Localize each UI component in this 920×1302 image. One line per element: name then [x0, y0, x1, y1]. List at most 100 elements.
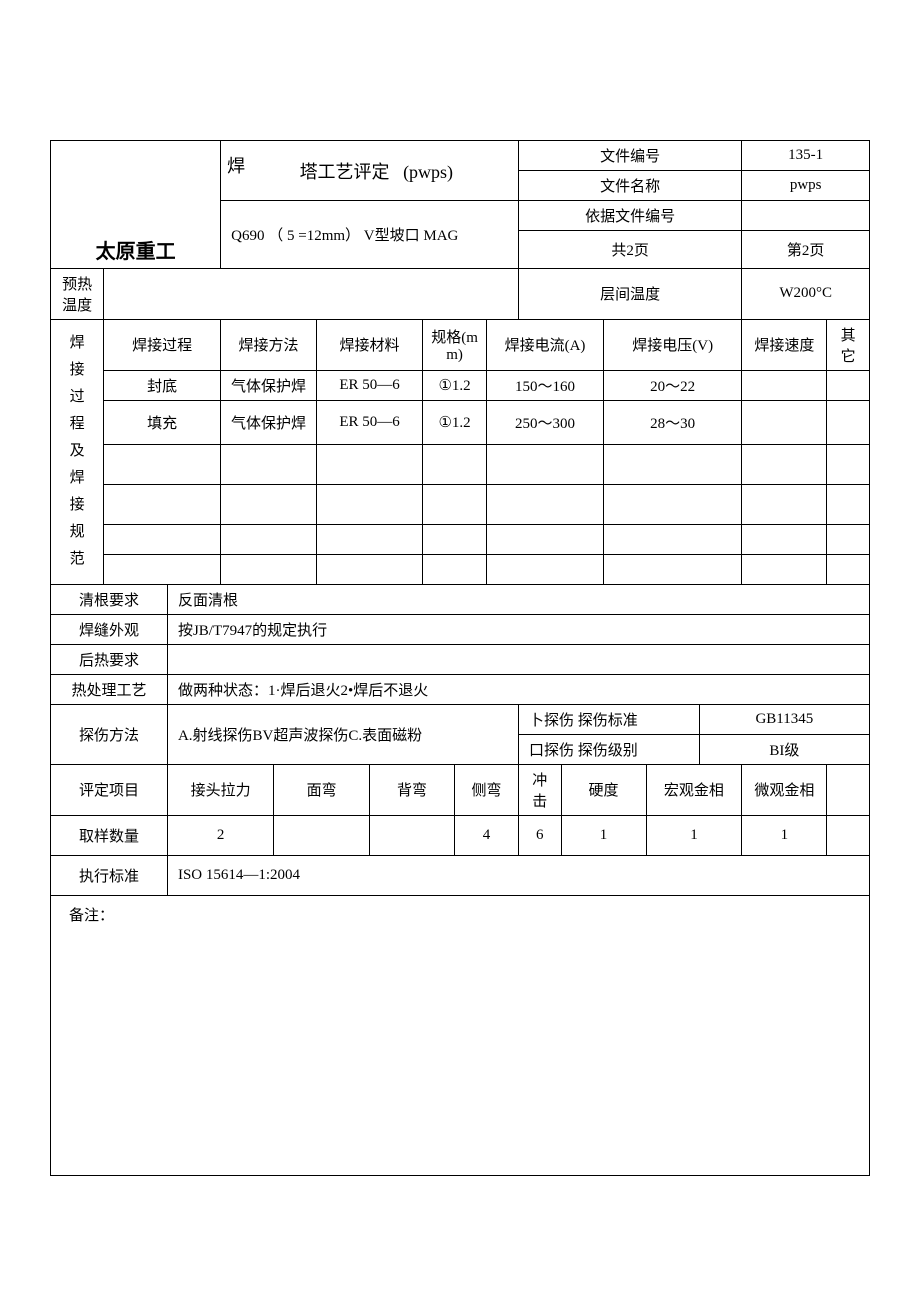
proc-r1-other: [827, 400, 870, 444]
proc-r5-current: [486, 554, 603, 584]
proc-r3-material: [316, 484, 422, 524]
proc-r2-current: [486, 444, 603, 484]
sample-label: 取样数量: [51, 815, 168, 855]
basis-value: [742, 201, 870, 231]
proc-r2-method: [221, 444, 317, 484]
heat-treat-label: 热处理工艺: [51, 674, 168, 704]
proc-r5-other: [827, 554, 870, 584]
proc-r5-step: [104, 554, 221, 584]
proc-r4-current: [486, 524, 603, 554]
doc-no-label: 文件编号: [518, 141, 741, 171]
proc-r2-speed: [742, 444, 827, 484]
proc-r4-step: [104, 524, 221, 554]
sample-1: [274, 815, 370, 855]
weld-appearance-label: 焊缝外观: [51, 614, 168, 644]
eval-c7: 微观金相: [742, 764, 827, 815]
sample-6: 1: [646, 815, 742, 855]
proc-r0-speed: [742, 370, 827, 400]
sample-4: 6: [518, 815, 561, 855]
proc-r3-step: [104, 484, 221, 524]
proc-r2-material: [316, 444, 422, 484]
proc-r1-method: 气体保护焊: [221, 400, 317, 444]
col-method: 焊接方法: [221, 319, 317, 370]
eval-c6: 宏观金相: [646, 764, 742, 815]
root-clean-label: 清根要求: [51, 584, 168, 614]
interpass-label: 层间温度: [518, 268, 741, 319]
ndt-std-label2: 口探伤 探伤级别: [518, 734, 699, 764]
sample-3: 4: [455, 815, 519, 855]
postheat-value: [167, 644, 869, 674]
heat-treat-value: 做两种状态：1·焊后退火2•焊后不退火: [167, 674, 869, 704]
proc-r1-step: 填充: [104, 400, 221, 444]
process-section-label: 焊接过程及焊接规范: [51, 319, 104, 584]
eval-c0: 接头拉力: [167, 764, 273, 815]
proc-r2-spec: [423, 444, 487, 484]
proc-r4-speed: [742, 524, 827, 554]
proc-r4-material: [316, 524, 422, 554]
proc-r4-spec: [423, 524, 487, 554]
col-speed: 焊接速度: [742, 319, 827, 370]
proc-r1-speed: [742, 400, 827, 444]
company-name: 太原重工: [51, 231, 221, 269]
sample-7: 1: [742, 815, 827, 855]
col-current: 焊接电流(A): [486, 319, 603, 370]
proc-r3-speed: [742, 484, 827, 524]
eval-c4: 冲击: [518, 764, 561, 815]
col-step: 焊接过程: [104, 319, 221, 370]
eval-c3: 侧弯: [455, 764, 519, 815]
proc-r3-other: [827, 484, 870, 524]
postheat-label: 后热要求: [51, 644, 168, 674]
proc-r0-voltage: 20〜22: [604, 370, 742, 400]
preheat-label: 预热 温度: [51, 268, 104, 319]
preheat-value: [104, 268, 519, 319]
title-main: 塔工艺评定: [300, 162, 390, 182]
proc-r4-method: [221, 524, 317, 554]
interpass-value: W200°C: [742, 268, 870, 319]
proc-r3-voltage: [604, 484, 742, 524]
root-clean-value: 反面清根: [167, 584, 869, 614]
proc-r5-voltage: [604, 554, 742, 584]
doc-name-value: pwps: [742, 171, 870, 201]
eval-c2: 背弯: [370, 764, 455, 815]
col-spec: 规格(mm): [423, 319, 487, 370]
proc-r2-step: [104, 444, 221, 484]
proc-r4-other: [827, 524, 870, 554]
weld-appearance-value: 按JB/T7947的规定执行: [167, 614, 869, 644]
proc-r3-spec: [423, 484, 487, 524]
sample-0: 2: [167, 815, 273, 855]
standard-value: ISO 15614—1:2004: [167, 855, 869, 895]
proc-r4-voltage: [604, 524, 742, 554]
sample-5: 1: [561, 815, 646, 855]
proc-r1-current: 250〜300: [486, 400, 603, 444]
ndt-method-value: A.射线探伤BV超声波探伤C.表面磁粉: [167, 704, 518, 764]
eval-c8: [827, 764, 870, 815]
col-voltage: 焊接电压(V): [604, 319, 742, 370]
standard-label: 执行标准: [51, 855, 168, 895]
col-other: 其它: [827, 319, 870, 370]
company-cell-upper: [51, 141, 221, 231]
proc-r5-method: [221, 554, 317, 584]
proc-r1-material: ER 50—6: [316, 400, 422, 444]
col-material: 焊接材料: [316, 319, 422, 370]
eval-c1: 面弯: [274, 764, 370, 815]
proc-r1-spec: ①1.2: [423, 400, 487, 444]
ndt-std-label1: 卜探伤 探伤标准: [518, 704, 699, 734]
pages-total: 共2页: [518, 231, 741, 269]
doc-name-label: 文件名称: [518, 171, 741, 201]
eval-c5: 硬度: [561, 764, 646, 815]
proc-r3-current: [486, 484, 603, 524]
page-container: 焊 塔工艺评定 (pwps) 文件编号 135-1 文件名称 pwps Q690…: [0, 0, 920, 1216]
proc-r1-voltage: 28〜30: [604, 400, 742, 444]
proc-r5-speed: [742, 554, 827, 584]
proc-r0-spec: ①1.2: [423, 370, 487, 400]
proc-r3-method: [221, 484, 317, 524]
proc-r0-current: 150〜160: [486, 370, 603, 400]
notes-label: 备注：: [69, 908, 114, 924]
eval-item-label: 评定项目: [51, 764, 168, 815]
main-table: 焊 塔工艺评定 (pwps) 文件编号 135-1 文件名称 pwps Q690…: [50, 140, 870, 1176]
proc-r0-material: ER 50—6: [316, 370, 422, 400]
proc-r5-material: [316, 554, 422, 584]
sample-8: [827, 815, 870, 855]
title-suffix: (pwps): [403, 162, 453, 182]
title-prefix: 焊: [227, 152, 245, 178]
